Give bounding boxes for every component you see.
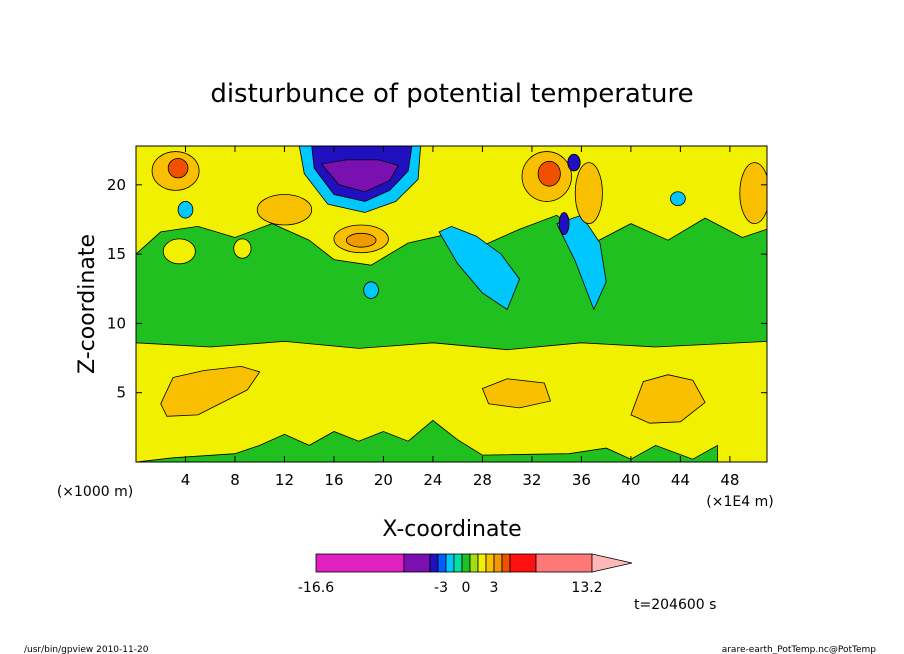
contour-region-warm-spot-50: [739, 162, 767, 225]
colorbar-tick-label-m3: -3: [434, 580, 448, 596]
contour-fills: [136, 146, 767, 462]
x-unit-left: (×1000 m): [57, 484, 133, 500]
colorbar: [315, 553, 633, 573]
x-tick-label: 48: [720, 471, 739, 489]
colorbar-segment: [453, 553, 463, 573]
contour-region-upper-layer: [136, 146, 767, 266]
colorbar-segment: [509, 553, 537, 573]
x-tick-label: 32: [522, 471, 541, 489]
contour-region-warm-blob-30: [481, 378, 552, 409]
x-tick-label: 20: [374, 471, 393, 489]
contour-region-warm-spot-3-core: [167, 158, 189, 179]
colorbar-segment: [429, 553, 439, 573]
colorbar-segment: [445, 553, 455, 573]
contour-region-blue-spot-34: [558, 212, 570, 236]
chart-title: disturbunce of potential temperature: [210, 79, 693, 109]
contour-region-warm-blob-4: [160, 365, 261, 417]
colorbar-segment: [501, 553, 511, 573]
y-tick-label: 15: [107, 245, 126, 263]
time-label: t=204600 s: [634, 597, 716, 613]
x-tick-label: 44: [671, 471, 690, 489]
contour-region-cyan-spot-4: [177, 201, 194, 219]
colorbar-segment: [493, 553, 503, 573]
contour-region-warm-spot-33: [537, 160, 561, 187]
x-tick-label: 24: [423, 471, 442, 489]
x-tick-label: 8: [230, 471, 240, 489]
plot-frame: [135, 145, 768, 463]
x-tick-label: 36: [572, 471, 591, 489]
footer-right: arare-earth_PotTemp.nc@PotTemp: [722, 645, 877, 654]
contour-plot: [135, 145, 768, 463]
contour-region-blue-spot-35: [567, 153, 581, 172]
colorbar-extend-arrow: [591, 553, 633, 573]
x-axis-label: X-coordinate: [382, 517, 521, 542]
colorbar-tick-label-3: 3: [490, 580, 499, 596]
y-axis-label: Z-coordinate: [75, 234, 100, 374]
colorbar-segment: [461, 553, 471, 573]
contour-region-cyan-blob-28: [438, 225, 520, 311]
colorbar-min-label: -16.6: [298, 580, 334, 596]
y-tick-label: 5: [116, 384, 126, 402]
colorbar-segment: [477, 553, 487, 573]
x-axis-ticks: 4 8 12 16 20 24 28 32 36 40 44 48: [181, 146, 739, 489]
colorbar-max-label: 13.2: [571, 580, 602, 596]
contour-region-warm-blob-43: [630, 374, 706, 424]
contour-region-cyan-dot: [363, 281, 379, 299]
y-tick-label: 10: [107, 314, 126, 332]
contour-region-yellow-spot-8: [233, 238, 252, 259]
colorbar-segment: [469, 553, 479, 573]
footer-left: /usr/bin/gpview 2010-11-20: [24, 645, 149, 654]
colorbar-segment: [485, 553, 495, 573]
contour-region-warm-spot-37: [574, 162, 603, 225]
x-tick-label: 4: [181, 471, 191, 489]
contour-region-warm-spot-12: [256, 194, 313, 226]
x-unit-right: (×1E4 m): [706, 494, 773, 510]
x-tick-label: 40: [621, 471, 640, 489]
colorbar-segment: [535, 553, 593, 573]
x-tick-label: 16: [324, 471, 343, 489]
y-axis-ticks: 5 10 15 20: [107, 176, 767, 402]
contour-region-cold-dome-core: [320, 159, 399, 193]
contour-region-yellow-spot-3: [162, 238, 196, 265]
colorbar-tick-label-0: 0: [462, 580, 471, 596]
y-tick-label: 20: [107, 176, 126, 194]
colorbar-segment: [403, 553, 431, 573]
contour-region-cyan-spot-44: [670, 191, 686, 206]
x-tick-label: 28: [473, 471, 492, 489]
contour-region-warm-spot-18: [345, 232, 377, 248]
x-tick-label: 12: [275, 471, 294, 489]
colorbar-segment: [437, 553, 447, 573]
colorbar-segment: [315, 553, 405, 573]
